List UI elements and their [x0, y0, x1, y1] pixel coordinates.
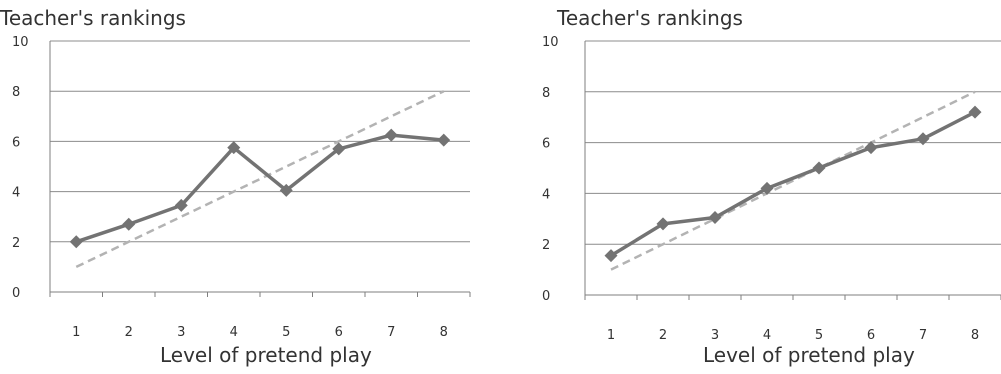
reference-line — [75, 90, 445, 269]
x-tick-label: 1 — [72, 325, 80, 340]
y-tick-label: 0 — [542, 289, 550, 304]
data-point-marker — [864, 141, 878, 155]
data-point-marker — [437, 133, 451, 147]
y-tick-label: 8 — [542, 86, 550, 101]
x-tick-label: 3 — [177, 325, 185, 340]
x-tick-label: 5 — [282, 325, 290, 340]
y-tick-label: 4 — [12, 186, 20, 201]
x-tick-label: 2 — [125, 325, 133, 340]
y-tick-label: 4 — [542, 187, 550, 202]
y-tick-label: 8 — [12, 85, 20, 100]
series-line — [75, 133, 444, 244]
y-tick-label: 6 — [542, 137, 550, 152]
y-tick-label: 2 — [542, 238, 550, 253]
chart-right: Teacher's rankings 0 2 4 6 8 10 1 2 3 4 5 6 7 8 Level… — [530, 0, 1001, 374]
data-point-marker — [760, 181, 774, 195]
x-tick-label: 7 — [919, 328, 927, 343]
chart-title: Teacher's rankings — [0, 6, 186, 30]
x-axis-label: Level of pretend play — [160, 343, 372, 367]
chart-left: Teacher's rankings 0 2 4 6 8 10 1 2 3 4 5 6 7 8 Level… — [0, 0, 490, 374]
data-point-marker — [812, 161, 826, 175]
x-tick-label: 2 — [659, 328, 667, 343]
data-point-marker — [227, 141, 241, 155]
y-tick-label: 6 — [12, 135, 20, 150]
data-point-marker — [916, 132, 930, 146]
series-line — [610, 110, 976, 258]
x-tick-label: 6 — [335, 325, 343, 340]
x-tick-label: 1 — [607, 328, 615, 343]
x-tick-label: 8 — [971, 328, 979, 343]
data-point-marker — [656, 217, 670, 231]
x-tick-label: 7 — [387, 325, 395, 340]
x-tick-label: 6 — [867, 328, 875, 343]
data-point-marker — [122, 217, 136, 231]
data-point-marker — [968, 105, 982, 119]
x-tick-label: 4 — [230, 325, 238, 340]
data-point-marker — [279, 183, 293, 197]
reference-line — [610, 90, 976, 271]
chart-title: Teacher's rankings — [557, 6, 743, 30]
data-point-marker — [384, 128, 398, 142]
y-tick-label: 0 — [12, 286, 20, 301]
x-tick-label: 4 — [763, 328, 771, 343]
x-axis-label: Level of pretend play — [703, 343, 915, 367]
x-tick-label: 5 — [815, 328, 823, 343]
x-tick-label: 8 — [440, 325, 448, 340]
y-tick-label: 10 — [12, 35, 29, 50]
x-tick-label: 3 — [711, 328, 719, 343]
data-point-marker — [174, 198, 188, 212]
y-tick-label: 10 — [542, 35, 559, 50]
data-point-marker — [69, 235, 83, 249]
data-point-marker — [332, 142, 346, 156]
data-point-marker — [604, 249, 618, 263]
y-tick-label: 2 — [12, 236, 20, 251]
data-point-marker — [708, 211, 722, 225]
